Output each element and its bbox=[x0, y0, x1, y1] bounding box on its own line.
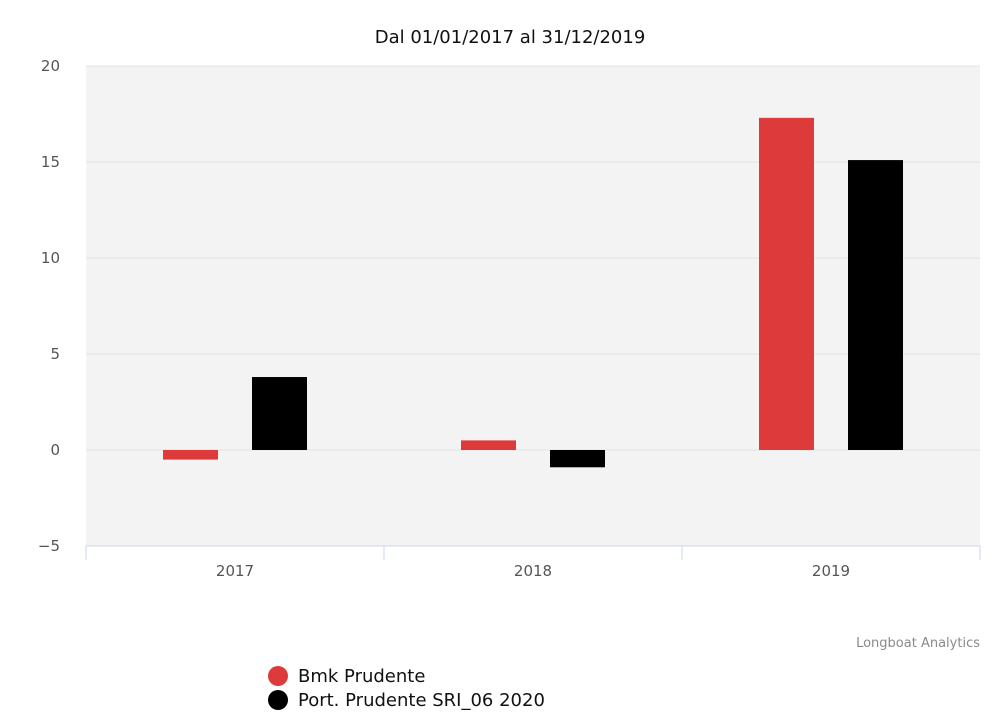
legend-item-bmk[interactable]: Bmk Prudente bbox=[268, 664, 545, 688]
x-tick-labels: 2017 2018 2019 bbox=[216, 562, 850, 580]
chart-title: Dal 01/01/2017 al 31/12/2019 bbox=[375, 27, 646, 48]
credit-label[interactable]: Longboat Analytics bbox=[856, 636, 980, 651]
y-tick-label: 15 bbox=[41, 153, 60, 171]
bar-bmk[interactable] bbox=[461, 440, 516, 450]
y-axis: 20 15 10 5 0 −5 bbox=[38, 57, 60, 555]
bar-portfolio[interactable] bbox=[252, 377, 307, 450]
legend-label-portfolio: Port. Prudente SRI_06 2020 bbox=[298, 689, 545, 711]
x-tick-label: 2019 bbox=[812, 562, 850, 580]
y-tick-label: 10 bbox=[41, 249, 60, 267]
bar-bmk[interactable] bbox=[759, 117, 814, 450]
plot-area bbox=[86, 66, 980, 546]
legend-item-portfolio[interactable]: Port. Prudente SRI_06 2020 bbox=[268, 688, 545, 712]
x-tick-label: 2017 bbox=[216, 562, 254, 580]
bars bbox=[163, 117, 903, 468]
legend-marker-portfolio bbox=[268, 690, 288, 710]
legend-label-bmk: Bmk Prudente bbox=[298, 665, 426, 687]
bar-portfolio[interactable] bbox=[848, 160, 903, 450]
y-tick-label: 0 bbox=[50, 441, 60, 459]
y-tick-label: 5 bbox=[50, 345, 60, 363]
legend-marker-bmk bbox=[268, 666, 288, 686]
bar-portfolio[interactable] bbox=[550, 450, 605, 468]
x-axis bbox=[85, 545, 981, 560]
bar-bmk[interactable] bbox=[163, 450, 218, 460]
y-tick-label: −5 bbox=[38, 537, 60, 555]
legend: Bmk Prudente Port. Prudente SRI_06 2020 bbox=[268, 664, 545, 712]
y-tick-label: 20 bbox=[41, 57, 60, 75]
x-tick-label: 2018 bbox=[514, 562, 552, 580]
